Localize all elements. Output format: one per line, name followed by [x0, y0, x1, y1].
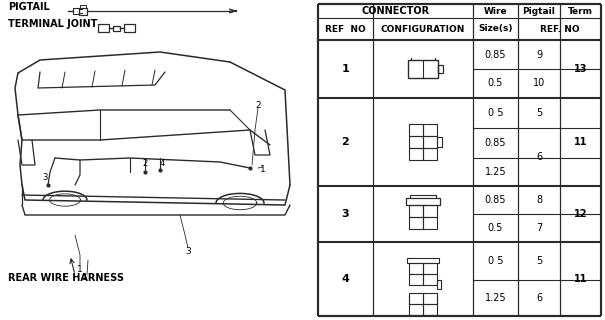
Text: 0.85: 0.85 — [485, 195, 506, 205]
Bar — [407, 258, 439, 263]
Bar — [406, 198, 440, 205]
Bar — [409, 148, 423, 160]
Bar — [73, 8, 79, 14]
Text: Term: Term — [568, 6, 593, 15]
Text: 0.85: 0.85 — [485, 50, 506, 60]
Text: 0.5: 0.5 — [488, 223, 503, 233]
Text: 13: 13 — [574, 64, 587, 74]
Bar — [423, 148, 437, 160]
Text: 0.85: 0.85 — [485, 138, 506, 148]
Text: 2: 2 — [142, 158, 148, 167]
Bar — [423, 263, 437, 274]
Text: CONFIGURATION: CONFIGURATION — [381, 25, 465, 34]
Text: 1: 1 — [77, 266, 83, 275]
Text: 10: 10 — [533, 78, 545, 89]
Bar — [423, 124, 437, 136]
Bar — [98, 24, 109, 32]
Bar — [423, 217, 437, 229]
Bar — [79, 7, 87, 14]
Bar — [423, 136, 437, 148]
Text: TERMINAL JOINT: TERMINAL JOINT — [8, 19, 97, 29]
Text: 0 5: 0 5 — [488, 256, 503, 266]
Bar — [409, 263, 423, 274]
Text: CONNECTOR: CONNECTOR — [361, 6, 430, 16]
Bar — [113, 26, 120, 30]
Text: 3: 3 — [42, 173, 48, 182]
Text: 5: 5 — [536, 256, 542, 266]
Text: 12: 12 — [574, 209, 587, 219]
Text: 11: 11 — [574, 274, 587, 284]
Text: 0.5: 0.5 — [488, 78, 503, 89]
Text: 4: 4 — [159, 158, 165, 167]
Text: Size(s): Size(s) — [478, 25, 513, 34]
Text: 11: 11 — [574, 137, 587, 147]
Text: Wire: Wire — [483, 6, 508, 15]
Text: 7: 7 — [536, 223, 542, 233]
Text: REAR WIRE HARNESS: REAR WIRE HARNESS — [8, 273, 124, 283]
Text: 1: 1 — [342, 64, 349, 74]
Bar — [437, 137, 442, 147]
Text: 8: 8 — [536, 195, 542, 205]
Text: 3: 3 — [342, 209, 349, 219]
Text: 0 5: 0 5 — [488, 108, 503, 118]
Text: 4: 4 — [342, 274, 350, 284]
Bar — [409, 274, 423, 285]
Bar — [408, 60, 438, 78]
Text: 9: 9 — [536, 50, 542, 60]
Text: 1.25: 1.25 — [485, 167, 506, 177]
Bar — [423, 304, 437, 315]
Bar — [409, 205, 423, 217]
Bar — [438, 65, 443, 73]
Text: 6: 6 — [536, 293, 542, 303]
Bar — [409, 304, 423, 315]
Text: 2: 2 — [255, 100, 261, 109]
Bar — [423, 293, 437, 304]
Text: PIGTAIL: PIGTAIL — [8, 2, 50, 12]
Text: REF  NO: REF NO — [325, 25, 366, 34]
Text: REF. NO: REF. NO — [540, 25, 580, 34]
Text: 5: 5 — [536, 108, 542, 118]
Text: 6: 6 — [536, 152, 542, 162]
Text: 1: 1 — [260, 165, 266, 174]
Text: Pigtail: Pigtail — [523, 6, 555, 15]
Text: 3: 3 — [185, 247, 191, 257]
Bar — [437, 280, 441, 289]
Bar — [409, 136, 423, 148]
Bar — [80, 5, 86, 7]
Text: 1.25: 1.25 — [485, 293, 506, 303]
Bar — [409, 124, 423, 136]
Bar — [409, 217, 423, 229]
Bar — [423, 274, 437, 285]
Text: 2: 2 — [342, 137, 349, 147]
Bar — [423, 205, 437, 217]
Bar — [409, 293, 423, 304]
Bar — [124, 24, 135, 32]
Text: 1: 1 — [82, 274, 88, 283]
